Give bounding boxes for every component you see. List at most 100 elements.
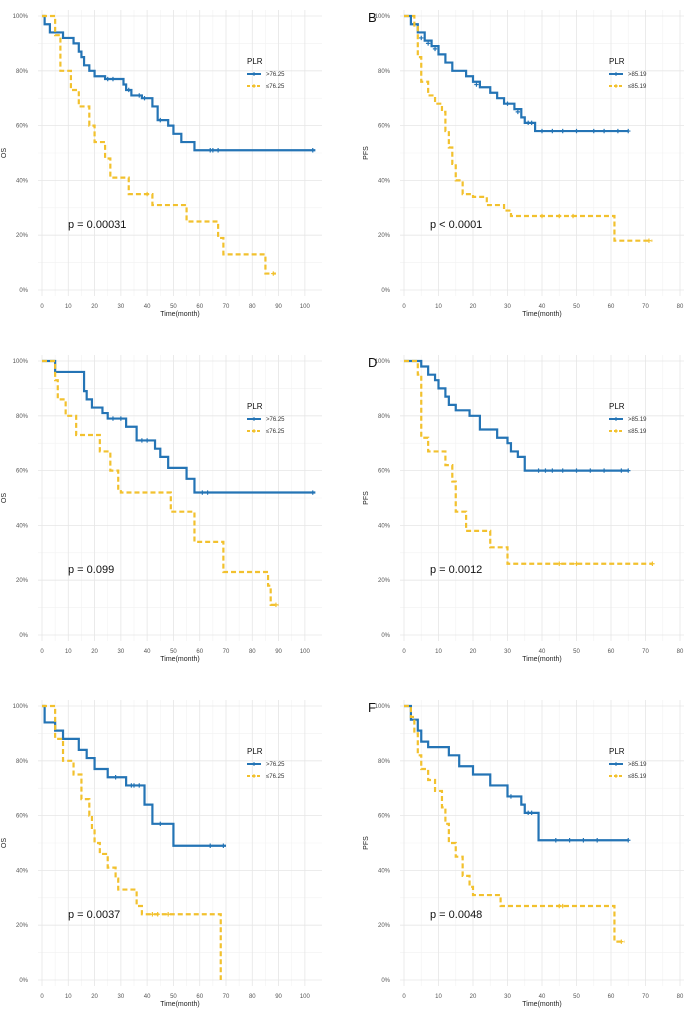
x-tick-label: 10 [65,994,72,1000]
censor-mark [474,82,479,87]
legend-label: >76.25 [266,417,285,423]
censor-mark [581,838,586,843]
y-tick-label: 60% [16,124,29,130]
censor-mark [619,468,624,473]
x-tick-label: 90 [275,994,282,1000]
y-tick-label: 40% [378,178,391,184]
censor-mark [560,903,565,909]
y-tick-label: 100% [13,704,29,710]
x-tick-label: 100 [300,994,311,1000]
x-tick-label: 50 [170,304,177,310]
censor-mark [539,213,545,219]
x-tick-label: 50 [573,304,580,310]
censor-mark [560,128,565,134]
x-tick-label: 70 [642,304,649,310]
y-tick-label: 0% [19,978,28,984]
y-tick-label: 40% [16,868,29,874]
censor-mark [310,490,315,495]
censor-mark [113,775,118,780]
y-tick-label: 0% [381,288,390,294]
x-tick-label: 30 [504,649,511,655]
x-tick-label: 10 [65,649,72,655]
x-tick-label: 20 [470,994,477,1000]
y-tick-label: 80% [16,414,29,420]
legend-title: PLR [609,57,625,66]
y-tick-label: 80% [378,69,391,75]
censor-mark [215,148,221,153]
x-tick-label: 40 [144,994,151,1000]
censor-mark [588,468,593,473]
censor-mark [505,101,510,106]
x-tick-label: 60 [196,304,203,310]
censor-mark [560,468,565,473]
x-tick-label: 40 [539,649,546,655]
legend-title: PLR [609,402,625,411]
x-tick-label: 100 [300,649,311,655]
legend-label: ≤85.19 [628,429,647,435]
x-axis-title: Time(month) [160,656,199,663]
censor-mark [557,561,562,566]
censor-mark [205,490,210,495]
x-axis-title: Time(month) [522,1001,561,1008]
censor-mark [591,128,596,134]
censor-mark [553,838,558,843]
censor-mark [419,35,424,41]
x-tick-label: 60 [608,304,615,310]
legend-label: >85.19 [628,762,647,768]
censor-mark [529,810,534,816]
x-tick-label: 10 [65,304,72,310]
legend-title: PLR [247,402,263,411]
x-tick-label: 30 [118,994,125,1000]
p-value-label: p = 0.099 [68,564,114,576]
x-tick-label: 0 [402,649,406,655]
survival-curve-high [42,359,316,494]
censor-mark [150,912,155,917]
x-axis-title: Time(month) [160,1001,199,1008]
censor-mark [626,468,631,473]
x-tick-label: 40 [144,304,151,310]
censor-mark [210,148,216,153]
censor-mark [567,838,572,843]
y-tick-label: 100% [375,704,391,710]
p-value-label: p = 0.0012 [430,564,482,576]
x-tick-label: 50 [573,649,580,655]
censor-mark [646,238,652,243]
x-tick-label: 10 [435,304,442,310]
x-tick-label: 70 [642,994,649,1000]
legend-key-censor [252,72,256,76]
y-axis-title: PFS [363,491,370,505]
censor-mark [118,416,124,421]
x-tick-label: 0 [402,994,406,1000]
legend-key-censor [614,762,618,766]
x-tick-label: 70 [223,649,230,655]
km-panel-5: 0 10 20 30 40 50 60 70 80 90 100 0% 20% 40% 60% 80% 100%… [1,700,322,1008]
y-tick-label: 100% [375,14,391,20]
legend-key-censor [252,774,256,778]
p-value-label: p = 0.0048 [430,909,482,921]
censor-mark [165,912,171,917]
censor-mark [529,120,534,126]
panel-letter: D [368,355,377,370]
censor-mark [126,87,131,93]
panel-letter: F [368,700,376,715]
x-tick-label: 40 [144,649,151,655]
legend-title: PLR [247,57,263,66]
censor-mark [137,783,142,788]
censor-mark [200,490,205,495]
censor-mark [619,939,624,944]
y-tick-label: 40% [16,523,29,529]
censor-mark [574,128,579,134]
legend-label: ≤76.25 [266,429,285,435]
x-tick-label: 80 [249,649,256,655]
legend-label: >76.25 [266,72,285,78]
censor-mark [615,128,621,134]
y-axis-title: OS [1,838,8,848]
censor-mark [221,843,226,848]
x-tick-label: 20 [91,649,98,655]
y-tick-label: 40% [16,178,29,184]
censor-mark [536,468,541,473]
y-tick-label: 0% [19,288,28,294]
y-tick-label: 20% [16,923,29,929]
censor-mark [310,148,315,153]
